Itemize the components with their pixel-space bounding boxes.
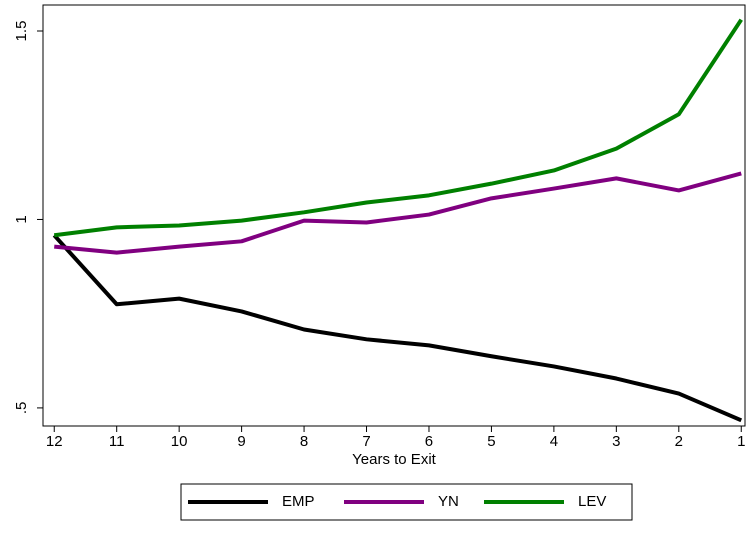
y-tick-label: 1 [13, 215, 30, 223]
x-tick-label: 4 [550, 433, 558, 450]
legend-label: LEV [578, 493, 606, 510]
x-tick-label: 1 [737, 433, 745, 450]
legend-label: YN [438, 493, 459, 510]
x-tick-label: 10 [171, 433, 188, 450]
plot-frame [42, 4, 746, 427]
series-line [53, 18, 743, 238]
x-tick-label: 8 [300, 433, 308, 450]
x-axis-title: Years to Exit [352, 451, 436, 468]
x-tick-label: 6 [425, 433, 433, 450]
x-tick-label: 2 [675, 433, 683, 450]
x-tick-label: 7 [362, 433, 370, 450]
legend-label: EMP [282, 493, 315, 510]
x-tick-label: 5 [487, 433, 495, 450]
series-line [52, 233, 743, 423]
x-tick-label: 3 [612, 433, 620, 450]
x-tick-label: 11 [109, 433, 125, 450]
y-tick-label: 1.5 [13, 21, 30, 42]
x-tick-label: 12 [46, 433, 63, 450]
y-tick-label: .5 [13, 402, 30, 415]
x-tick-label: 9 [237, 433, 245, 450]
series-line [54, 171, 742, 255]
